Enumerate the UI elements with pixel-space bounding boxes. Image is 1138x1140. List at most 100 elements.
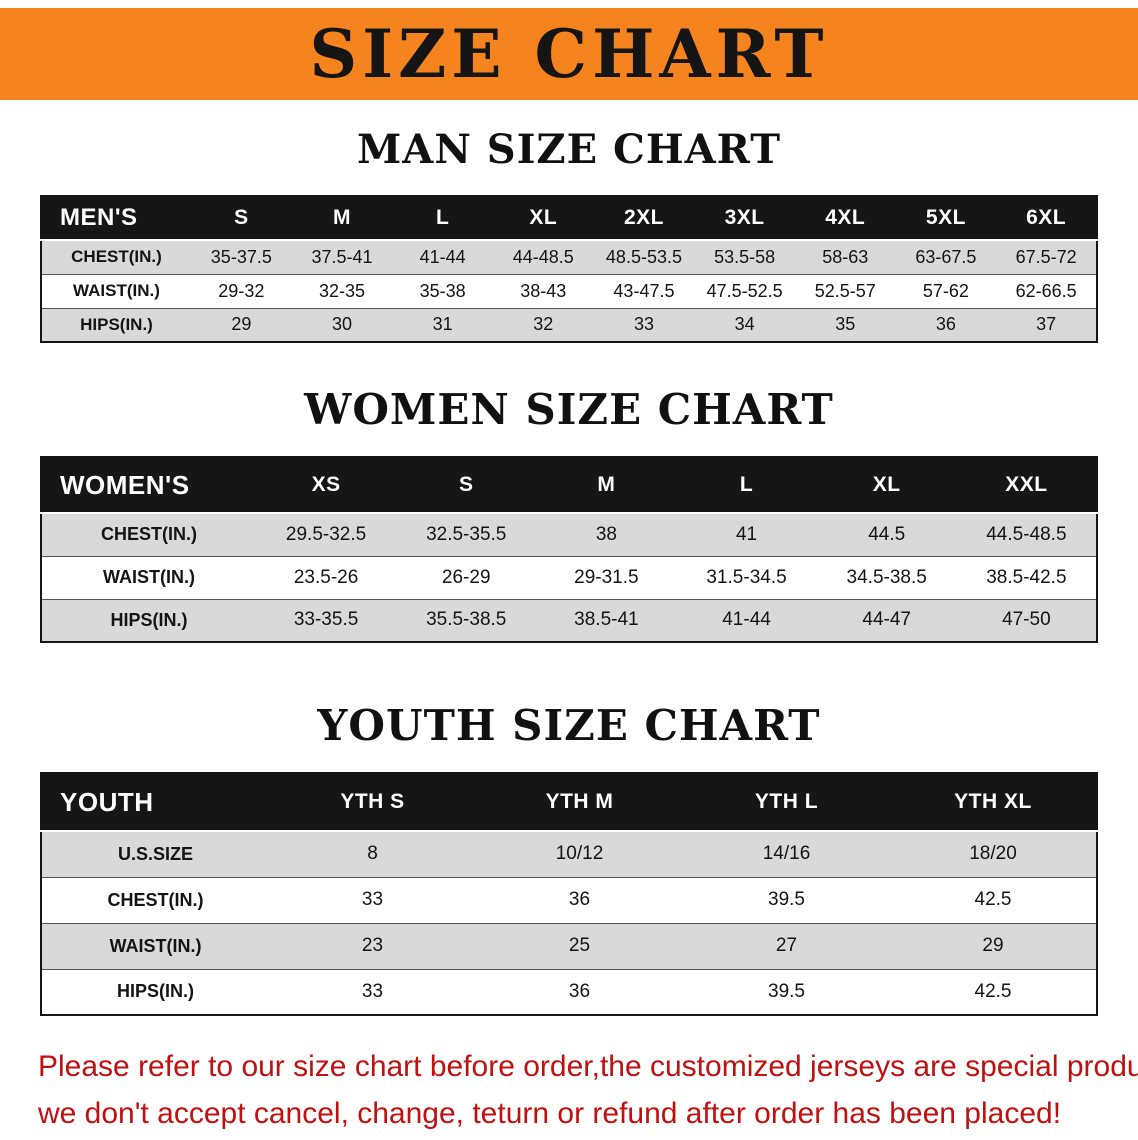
size-value-cell: 23 (361, 935, 384, 956)
size-column-header: L (676, 457, 817, 513)
size-value-cell: 62-66.5 (1015, 280, 1077, 301)
size-value-cell: 29 (982, 935, 1004, 956)
size-value-cell: 37.5-41 (311, 246, 373, 267)
size-column-header: YTH L (683, 773, 890, 831)
size-value-cell: 44-48.5 (512, 246, 574, 267)
row-label: HIPS(IN.) (116, 981, 194, 1002)
size-value-cell: 29-31.5 (574, 566, 639, 588)
size-value-cell: 33-35.5 (293, 609, 359, 631)
measurement-row: WAIST(IN.) 23.5-26 26-29 29-31.5 31.5-34.5 34… (41, 556, 1097, 599)
size-value-cell: 42.5 (974, 980, 1012, 1002)
measurement-row: CHEST(IN.) 35-37.5 37.5-41 41-44 44-48.5 48.5… (41, 240, 1097, 274)
size-column-header: XL (816, 457, 957, 513)
size-column-header: 3XL (694, 196, 795, 240)
size-column-header: 5XL (895, 196, 997, 240)
measurement-row: HIPS(IN.) 33-35.5 35.5-38.5 38.5-41 41-44 44-… (41, 599, 1097, 642)
size-chart-page: SIZE CHART MAN SIZE CHART MEN'S S M L XL 2XL 3… (0, 8, 1138, 1140)
row-label: HIPS(IN.) (110, 609, 188, 630)
men-section-heading: MAN SIZE CHART (357, 126, 781, 173)
size-column-header: XL (492, 196, 594, 240)
size-value-cell: 38 (595, 523, 617, 545)
size-column-header: XS (256, 457, 397, 513)
table-title-cell: MEN'S (41, 196, 191, 240)
size-value-cell: 35-38 (419, 280, 466, 301)
row-label: WAIST(IN.) (103, 567, 195, 587)
section-youth: YOUTH SIZE CHART YOUTH YTH S YTH M YTH L YTH… (0, 701, 1138, 1016)
size-column-header: M (291, 196, 393, 240)
size-value-cell: 41-44 (722, 609, 771, 631)
size-value-cell: 10/12 (555, 843, 604, 865)
youth-size-table: YOUTH YTH S YTH M YTH L YTH XL U.S.SIZE 8 10/12… (0, 772, 1138, 1016)
size-value-cell: 41 (735, 523, 758, 545)
row-label: HIPS(IN.) (80, 314, 153, 334)
size-value-cell: 63-67.5 (915, 246, 977, 267)
size-value-cell: 47-50 (1002, 609, 1051, 631)
row-label: WAIST(IN.) (109, 935, 202, 956)
row-label: CHEST(IN.) (71, 247, 162, 267)
size-value-cell: 42.5 (974, 889, 1012, 910)
size-value-cell: 29-32 (218, 280, 265, 301)
disclaimer-line-1: Please refer to our size chart before or… (38, 1050, 1138, 1083)
size-value-cell: 38-43 (520, 280, 567, 301)
size-value-cell: 57-62 (922, 280, 969, 301)
size-value-cell: 32-35 (318, 280, 365, 301)
men-size-table: MEN'S S M L XL 2XL 3XL 4XL 5XL 6XL CHEST(IN.) 35-37… (0, 195, 1138, 343)
size-value-cell: 23.5-26 (293, 566, 359, 588)
size-value-cell: 29.5-32.5 (285, 523, 367, 545)
size-value-cell: 35.5-38.5 (426, 609, 507, 631)
disclaimer: Please refer to our size chart before or… (0, 1044, 1138, 1137)
size-column-header: S (191, 196, 292, 240)
size-value-cell: 36 (568, 889, 591, 910)
size-table: MEN'S S M L XL 2XL 3XL 4XL 5XL 6XL CHEST(IN.) 35-37… (40, 195, 1098, 343)
size-value-cell: 14/16 (762, 843, 811, 865)
size-value-cell: 31.5-34.5 (706, 566, 787, 588)
measurement-row: HIPS(IN.) 33 36 39.5 42.5 (41, 969, 1097, 1015)
measurement-row: HIPS(IN.) 29 30 31 32 33 34 35 36 37 (41, 308, 1097, 342)
size-value-cell: 37 (1036, 314, 1057, 335)
size-column-header: M (536, 457, 677, 513)
size-value-cell: 39.5 (768, 980, 805, 1002)
row-label: U.S.SIZE (117, 843, 193, 864)
size-value-cell: 35-37.5 (210, 246, 272, 267)
size-column-header: YTH S (269, 773, 476, 831)
row-label: CHEST(IN.) (101, 524, 197, 545)
size-value-cell: 33 (633, 314, 654, 335)
table-header-row: MEN'S S M L XL 2XL 3XL 4XL 5XL 6XL (41, 196, 1097, 240)
size-column-header: XXL (956, 457, 1097, 513)
size-column-header: 2XL (593, 196, 695, 240)
size-column-header: YTH M (476, 773, 683, 831)
size-value-cell: 39.5 (768, 889, 805, 910)
size-value-cell: 27 (775, 935, 798, 956)
size-value-cell: 18/20 (969, 843, 1017, 865)
size-value-cell: 41-44 (419, 246, 466, 267)
row-label: CHEST(IN.) (107, 889, 204, 910)
size-value-cell: 52.5-57 (814, 280, 876, 301)
size-column-header: S (396, 457, 537, 513)
size-column-header: 4XL (794, 196, 896, 240)
size-column-header: L (392, 196, 493, 240)
size-value-cell: 44.5 (868, 523, 906, 545)
youth-section-heading: YOUTH SIZE CHART (317, 701, 821, 750)
size-value-cell: 32.5-35.5 (426, 523, 507, 545)
banner-title: SIZE CHART (309, 15, 829, 93)
size-value-cell: 31 (432, 314, 453, 335)
size-value-cell: 26-29 (441, 566, 491, 588)
banner: SIZE CHART (0, 8, 1138, 100)
size-value-cell: 35 (835, 314, 856, 335)
size-column-header: 6XL (996, 196, 1097, 240)
measurement-row: CHEST(IN.) 29.5-32.5 32.5-35.5 38 41 44.5 44.5… (41, 513, 1097, 556)
measurement-row: WAIST(IN.) 29-32 32-35 35-38 38-43 43-47.5 47.… (41, 274, 1097, 308)
measurement-row: WAIST(IN.) 23 25 27 29 (41, 923, 1097, 969)
size-value-cell: 47.5-52.5 (706, 280, 783, 301)
section-women: WOMEN SIZE CHART WOMEN'S XS S M L XL XXL CHEST(… (0, 385, 1138, 643)
size-value-cell: 67.5-72 (1015, 246, 1077, 267)
size-column-header: YTH XL (890, 773, 1097, 831)
table-header-row: YOUTH YTH S YTH M YTH L YTH XL (41, 773, 1097, 831)
size-value-cell: 48.5-53.5 (605, 246, 682, 267)
size-value-cell: 43-47.5 (613, 280, 675, 301)
row-label: WAIST(IN.) (73, 281, 160, 300)
measurement-row: CHEST(IN.) 33 36 39.5 42.5 (41, 877, 1097, 923)
size-value-cell: 58-63 (822, 246, 869, 267)
size-value-cell: 44-47 (862, 609, 911, 631)
table-header-row: WOMEN'S XS S M L XL XXL (41, 457, 1097, 513)
